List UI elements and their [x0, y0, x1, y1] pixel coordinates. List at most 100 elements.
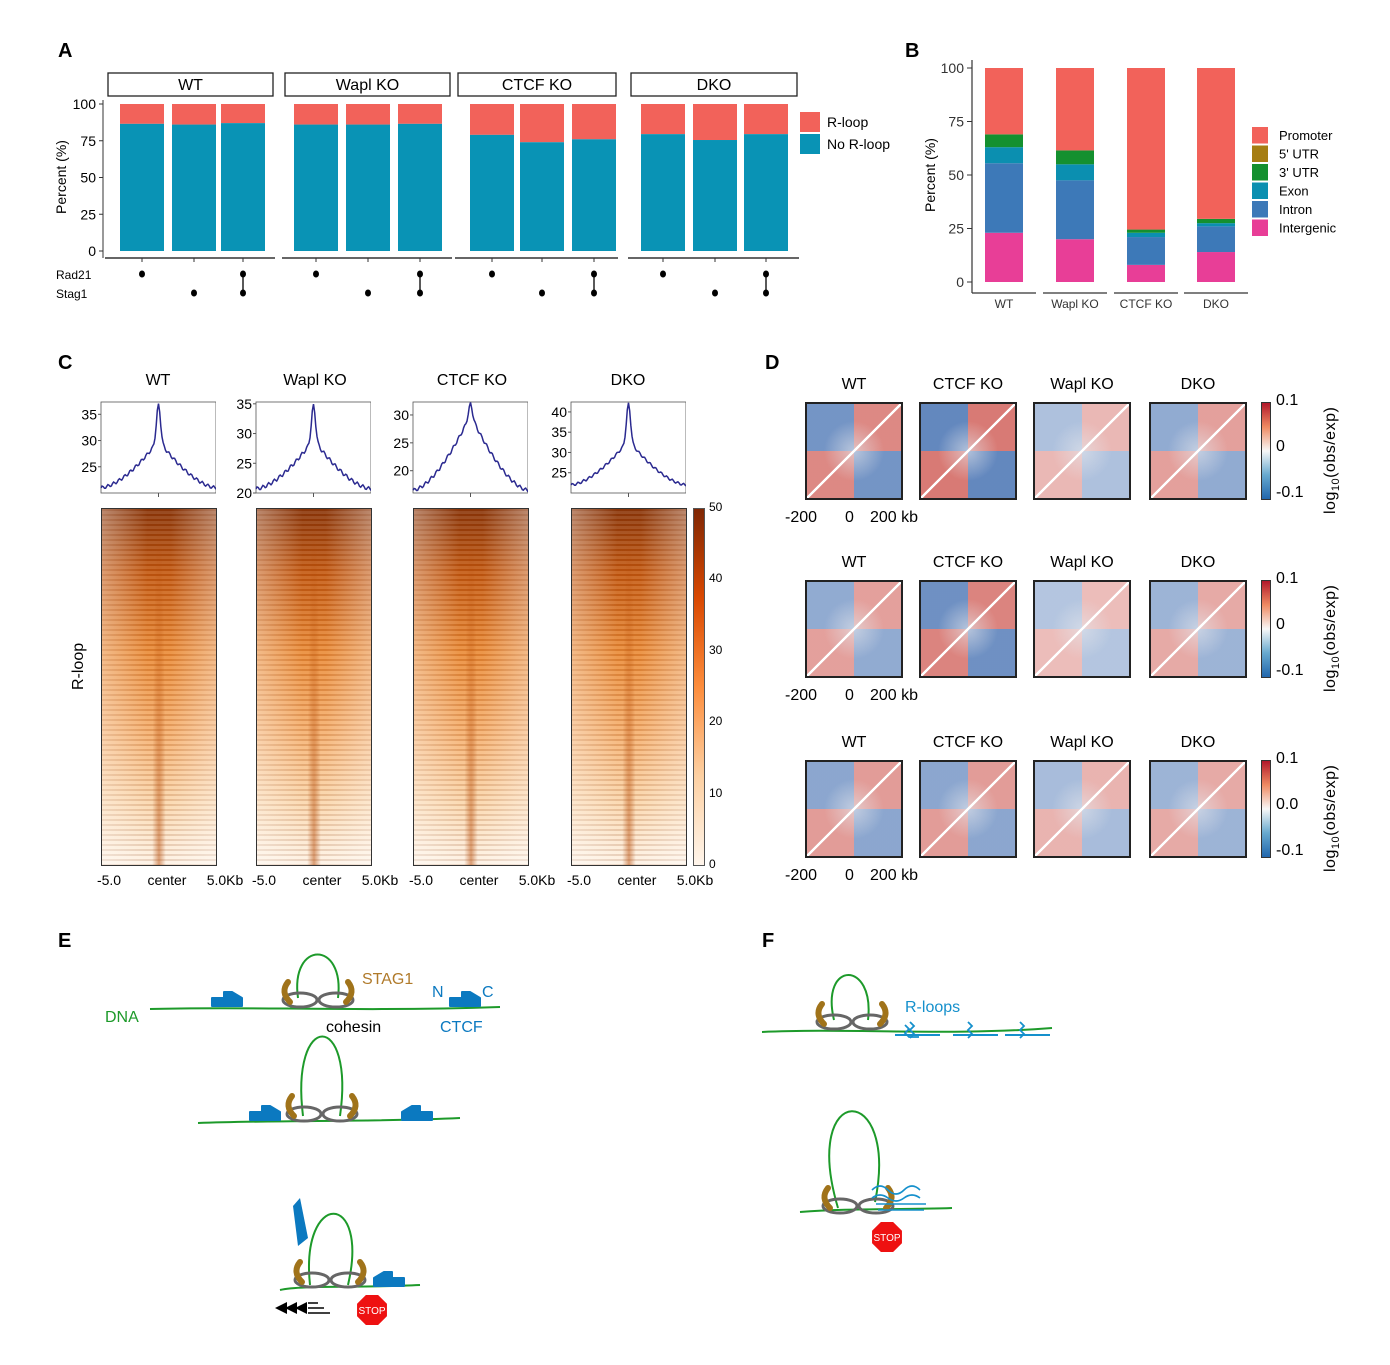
c-profile-ytick: 25 — [393, 435, 409, 451]
b-legend-item: Intergenic — [1279, 221, 1337, 236]
d-title: CTCF KO — [932, 376, 1004, 393]
b-xtick: Wapl KO — [1051, 297, 1099, 311]
d-log: log — [1322, 849, 1339, 872]
a-facet-strip — [457, 72, 617, 97]
b-bar-segment-3utr — [1056, 150, 1094, 165]
a-bar-no-rloop — [221, 123, 265, 251]
c-xtick: center — [459, 872, 499, 888]
d-colorbar-tick: 0 — [1276, 438, 1285, 455]
d-colorbar — [1261, 760, 1271, 858]
a-row-label-rad21: Rad21 — [56, 268, 92, 282]
a-dot-stag1 — [191, 289, 197, 297]
b-bar-segment-promoter — [985, 68, 1023, 135]
d-xtick: 0 — [845, 687, 854, 704]
a-bar-rloop — [470, 104, 514, 135]
rloop-squiggle — [903, 1024, 919, 1038]
a-bar-no-rloop — [172, 124, 216, 251]
b-bar-segment-intron — [1197, 226, 1235, 253]
b-bar-segment-intergenic — [1127, 264, 1165, 282]
d-colorbar-tick: -0.1 — [1276, 484, 1304, 501]
a-bar-rloop — [641, 104, 685, 135]
a-bar-rloop — [172, 104, 216, 125]
c-xtick: -5.0 — [408, 872, 434, 888]
cohesin-ring — [317, 991, 355, 1009]
b-legend-item: Exon — [1279, 184, 1309, 199]
a-dot-stag1 — [539, 289, 545, 297]
b-bar-segment-intron — [985, 163, 1023, 233]
stag1-shape — [347, 1093, 359, 1119]
c-xtick: 5.0Kb — [206, 872, 244, 888]
b-bar-segment-exon — [1056, 164, 1094, 181]
panel-label-f: F — [762, 930, 775, 952]
dna-label: DNA — [105, 1009, 139, 1026]
a-bar-rloop — [744, 104, 788, 135]
dna-loop — [308, 1212, 354, 1286]
cohesin-ring — [285, 1105, 323, 1123]
b-bar-segment-3utr — [1197, 218, 1235, 224]
c-profile-curve — [255, 403, 371, 491]
cohesin-ring — [281, 991, 319, 1009]
stag1-shape — [883, 1185, 895, 1211]
c-xtick: 5.0Kb — [518, 872, 556, 888]
b-legend-swatch — [1252, 164, 1268, 181]
d-title: CTCF KO — [932, 734, 1004, 751]
stop-label: STOP — [358, 1306, 385, 1317]
c-profile-title: CTCF KO — [436, 372, 508, 389]
c-profile-ytick: 30 — [236, 426, 252, 442]
ctcf-n-label: N — [432, 984, 444, 1001]
dna-loop — [828, 1110, 881, 1209]
b-legend-swatch — [1252, 201, 1268, 218]
c-profile-ytick: 35 — [236, 396, 252, 412]
c-colorbar-tick: 10 — [709, 785, 723, 800]
dna-strand — [799, 1207, 953, 1213]
stop-sign-icon — [355, 1293, 389, 1327]
c-profile-ytick: 35 — [81, 406, 97, 422]
b-bar-segment-exon — [985, 147, 1023, 164]
c-profile-ytick: 30 — [81, 433, 97, 449]
b-ylabel: Percent (%) — [922, 138, 938, 212]
d-hic-aggregate — [1033, 760, 1131, 858]
ctcf-shape — [293, 1198, 308, 1246]
panel-label-e: E — [58, 930, 72, 952]
b-bar-segment-3utr — [985, 134, 1023, 148]
c-profile-ytick: 25 — [551, 465, 567, 481]
d-hic-aggregate — [1149, 580, 1247, 678]
d-colorbar-tick: 0 — [1276, 616, 1285, 633]
b-legend-swatch — [1252, 219, 1268, 236]
rloop-squiggle — [1018, 1021, 1026, 1039]
c-xtick: center — [147, 872, 187, 888]
cohesin-ring — [857, 1197, 895, 1215]
panel-b-chart: Percent (%) 0 25 50 75 100 WT Wapl KO CTCF KO DK… — [922, 60, 1337, 311]
d-hic-aggregate — [805, 580, 903, 678]
a-ytick: 50 — [80, 170, 96, 186]
stag1-shape — [285, 1093, 297, 1119]
dna-loop — [300, 1035, 344, 1117]
d-log-base: 10 — [1330, 655, 1343, 670]
stag1-label: STAG1 — [362, 971, 413, 988]
panel-label-b: B — [905, 40, 920, 62]
d-xtick: -200 — [785, 687, 818, 704]
rloops-label: R-loops — [905, 999, 960, 1016]
a-facet-title: Wapl KO — [336, 77, 399, 94]
dna-strand — [149, 1006, 501, 1011]
d-colorbar — [1261, 580, 1271, 678]
d-hic-aggregate — [1149, 760, 1247, 858]
d-title: DKO — [1180, 734, 1216, 751]
dna-loop — [296, 953, 340, 999]
dna-loop — [830, 974, 870, 1021]
rloop-squiggle — [966, 1021, 974, 1039]
c-profile-ytick: 30 — [551, 444, 567, 460]
b-bar-segment-exon — [1127, 232, 1165, 238]
c-colorbar — [693, 508, 705, 866]
d-colorbar-tick: -0.1 — [1276, 842, 1304, 859]
b-ytick: 0 — [956, 274, 964, 290]
c-profile-title: DKO — [610, 372, 646, 389]
a-dot-stag1 — [712, 289, 718, 297]
c-colorbar-tick: 40 — [709, 571, 723, 586]
d-colorbar-tick: 0.1 — [1276, 750, 1299, 767]
c-heatmap — [413, 508, 529, 866]
b-legend-item: 5' UTR — [1279, 147, 1319, 162]
a-bar-no-rloop — [744, 134, 788, 251]
